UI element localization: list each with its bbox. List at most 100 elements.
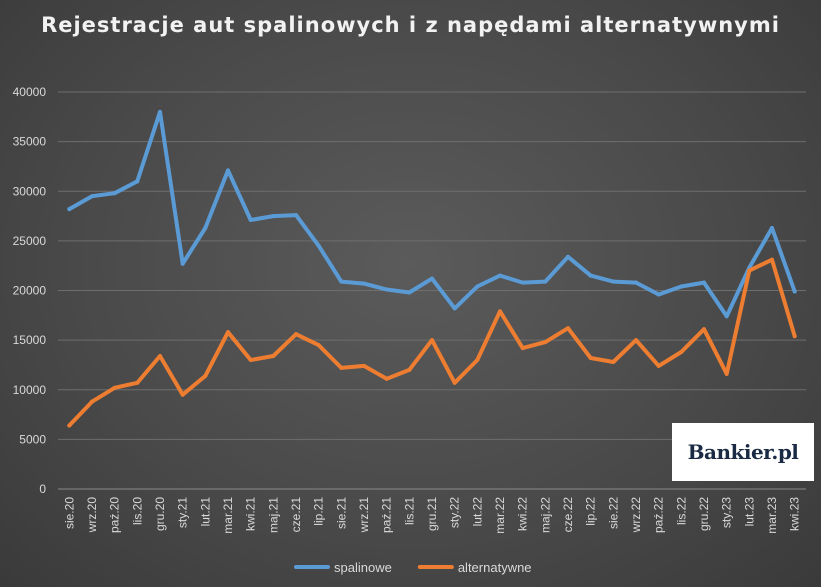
data-point xyxy=(112,385,117,390)
x-tick-label: sty.22 xyxy=(448,497,462,528)
data-point xyxy=(384,376,389,381)
x-tick-label: cze.21 xyxy=(289,497,303,533)
x-tick-label: mar.23 xyxy=(765,497,779,534)
data-point xyxy=(770,257,774,262)
data-point xyxy=(271,214,276,219)
x-tick-label: paź.21 xyxy=(380,497,394,533)
data-point xyxy=(180,261,185,266)
data-point xyxy=(498,273,502,278)
data-point xyxy=(498,309,502,314)
x-tick-label: paź.20 xyxy=(108,497,122,533)
data-point xyxy=(566,326,570,331)
chart-title: Rejestracje aut spalinowych i z napędami… xyxy=(41,13,780,37)
data-point xyxy=(543,279,548,284)
data-point xyxy=(294,332,298,337)
data-point xyxy=(203,373,208,378)
x-tick-label: kwi.23 xyxy=(788,497,802,531)
data-point xyxy=(362,363,366,368)
series-lines xyxy=(67,109,797,428)
x-tick-label: lut.22 xyxy=(470,497,484,527)
data-point xyxy=(724,371,729,376)
data-point xyxy=(90,194,94,199)
data-point xyxy=(566,254,570,259)
data-point xyxy=(702,327,706,332)
x-tick-label: sie.21 xyxy=(334,497,348,529)
x-tick-label: kwi.21 xyxy=(244,497,258,531)
x-tick-label: paź.22 xyxy=(652,497,666,533)
data-point xyxy=(611,359,616,364)
x-tick-label: maj.21 xyxy=(266,497,280,533)
x-tick-label: gru.20 xyxy=(153,497,167,531)
y-tick-label: 5000 xyxy=(19,432,46,446)
x-tick-label: sty.23 xyxy=(720,497,734,528)
x-tick-label: wrz.22 xyxy=(629,497,643,534)
y-tick-label: 30000 xyxy=(13,184,47,198)
data-point xyxy=(430,338,434,343)
data-point xyxy=(407,290,412,295)
y-tick-label: 25000 xyxy=(13,234,47,248)
data-point xyxy=(226,168,230,173)
x-tick-label: mar.22 xyxy=(493,497,507,534)
data-point xyxy=(407,367,412,372)
gridlines xyxy=(58,91,806,490)
data-point xyxy=(362,281,366,286)
data-point xyxy=(475,357,480,362)
data-point xyxy=(747,268,752,273)
data-point xyxy=(135,179,140,184)
data-point xyxy=(475,284,480,289)
x-tick-label: lip.21 xyxy=(312,497,326,526)
y-tick-label: 20000 xyxy=(13,284,47,298)
data-point xyxy=(316,243,321,248)
x-tick-label: lut.21 xyxy=(198,497,212,527)
x-tick-label: sty.21 xyxy=(176,497,190,528)
data-point xyxy=(656,292,661,297)
data-point xyxy=(226,330,230,335)
data-point xyxy=(792,289,797,294)
x-tick-label: gru.22 xyxy=(697,497,711,531)
x-tick-label: kwi.22 xyxy=(516,497,530,531)
legend: spalinowe alternatywne xyxy=(294,560,532,575)
x-tick-label: mar.21 xyxy=(221,497,235,534)
logo-text: Bankier.pl xyxy=(687,440,799,464)
y-axis-tick-labels: 0 5000 10000 15000 20000 25000 30000 35000 40000 xyxy=(13,85,47,496)
data-point xyxy=(135,380,140,385)
x-tick-label: maj.22 xyxy=(538,497,552,533)
y-tick-label: 10000 xyxy=(13,383,47,397)
data-point xyxy=(316,343,321,348)
data-point xyxy=(158,354,162,359)
x-tick-label: lis.20 xyxy=(130,497,144,525)
x-tick-label: lip.22 xyxy=(584,497,598,526)
x-tick-label: wrz.20 xyxy=(85,497,99,534)
data-point xyxy=(294,213,298,218)
data-point xyxy=(339,365,344,370)
data-point xyxy=(520,346,525,351)
data-point xyxy=(158,109,162,114)
data-point xyxy=(724,314,729,319)
data-point xyxy=(90,399,94,404)
data-point xyxy=(112,191,117,196)
data-point xyxy=(203,225,208,230)
data-point xyxy=(679,284,684,289)
data-point xyxy=(770,225,774,230)
x-tick-label: gru.21 xyxy=(425,497,439,531)
y-tick-label: 0 xyxy=(39,482,46,496)
y-tick-label: 40000 xyxy=(13,85,47,99)
data-point xyxy=(611,279,616,284)
data-point xyxy=(430,276,434,281)
data-point xyxy=(452,306,457,311)
x-tick-label: sie.20 xyxy=(62,497,76,529)
data-point xyxy=(384,287,389,292)
x-tick-label: lut.23 xyxy=(742,497,756,527)
x-tick-label: cze.22 xyxy=(561,497,575,533)
data-point xyxy=(634,338,638,343)
data-point xyxy=(271,354,276,359)
bankier-logo: Bankier.pl xyxy=(672,423,814,481)
y-tick-label: 15000 xyxy=(13,333,47,347)
x-axis-tick-labels: sie.20 wrz.20 paź.20 lis.20 gru.20 sty.21 lut.… xyxy=(62,497,801,534)
x-tick-label: wrz.21 xyxy=(357,497,371,534)
data-point xyxy=(588,355,593,360)
legend-label-spalinowe: spalinowe xyxy=(334,560,392,575)
data-point xyxy=(180,392,185,397)
data-point xyxy=(543,340,548,345)
